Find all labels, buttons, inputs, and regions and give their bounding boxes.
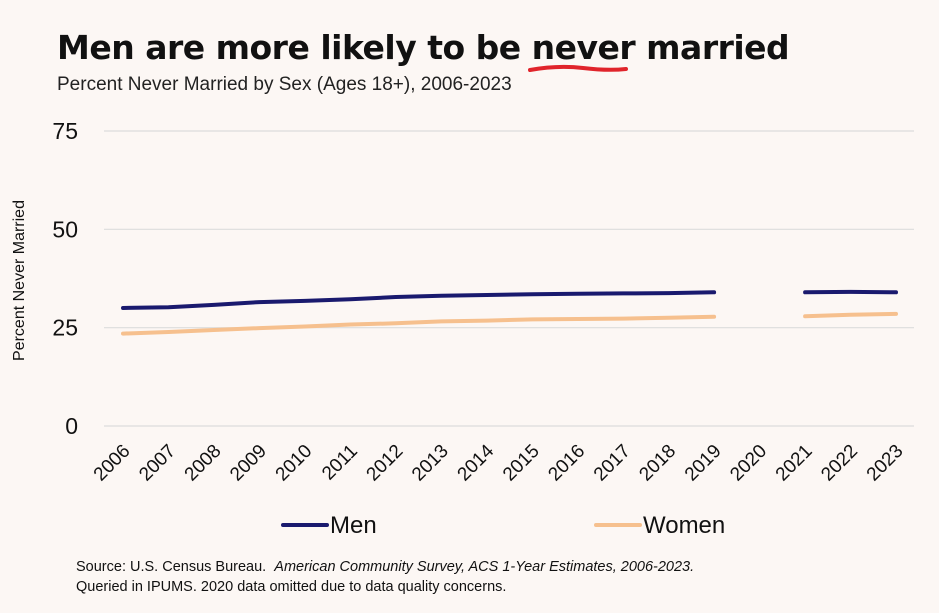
title-emphasis: never — [527, 28, 636, 72]
source-line-2: Queried in IPUMS. 2020 data omitted due … — [76, 579, 507, 595]
x-tick-label-2016: 2016 — [544, 441, 589, 486]
x-tick-label-2011: 2011 — [318, 441, 362, 485]
x-tick-label-2018: 2018 — [635, 441, 680, 486]
source-line-1: Source: U.S. Census Bureau. American Com… — [76, 557, 694, 577]
legend-label-women: Women — [643, 512, 725, 539]
x-tick-label-2022: 2022 — [817, 441, 862, 486]
legend-label-men: Men — [330, 512, 377, 539]
y-tick-label-75: 75 — [52, 118, 78, 144]
chart-subtitle: Percent Never Married by Sex (Ages 18+),… — [57, 74, 512, 95]
source-note: Source: U.S. Census Bureau. American Com… — [76, 557, 694, 597]
title-emphasis-text: never — [531, 28, 636, 67]
x-tick-label-2021: 2021 — [772, 441, 817, 486]
y-axis-title: Percent Never Married — [11, 200, 28, 361]
title-prefix: Men are more likely to be — [57, 28, 532, 67]
line-chart: 0 25 50 75 Percent Never Married 2006 2007 2008… — [11, 118, 914, 539]
title-suffix: married — [635, 28, 790, 67]
x-tick-label-2015: 2015 — [499, 441, 544, 486]
x-tick-label-2020: 2020 — [726, 441, 771, 486]
red-underline-mark — [527, 64, 628, 72]
x-tick-label-2012: 2012 — [363, 441, 408, 486]
x-tick-label-2023: 2023 — [863, 441, 908, 486]
x-tick-label-2009: 2009 — [226, 441, 271, 486]
source-italic: American Community Survey, ACS 1-Year Es… — [274, 559, 695, 575]
series-line-women-segment-2 — [803, 311, 898, 319]
x-tick-label-2008: 2008 — [181, 441, 226, 486]
series-line-women-segment-1 — [121, 314, 717, 336]
x-tick-label-2010: 2010 — [272, 441, 317, 486]
y-tick-label-50: 50 — [52, 216, 78, 242]
x-tick-label-2019: 2019 — [681, 441, 726, 486]
source-plain: Source: U.S. Census Bureau. — [76, 559, 267, 575]
x-tick-label-2013: 2013 — [408, 441, 453, 486]
chart-title: Men are more likely to be never married — [57, 28, 790, 72]
y-tick-label-25: 25 — [52, 315, 78, 341]
x-tick-label-2014: 2014 — [454, 440, 499, 485]
y-tick-label-0: 0 — [65, 413, 78, 439]
series-line-men-segment-1 — [121, 290, 717, 310]
x-tick-label-2007: 2007 — [135, 441, 180, 486]
x-tick-label-2017: 2017 — [590, 441, 635, 486]
x-tick-label-2006: 2006 — [90, 441, 135, 486]
